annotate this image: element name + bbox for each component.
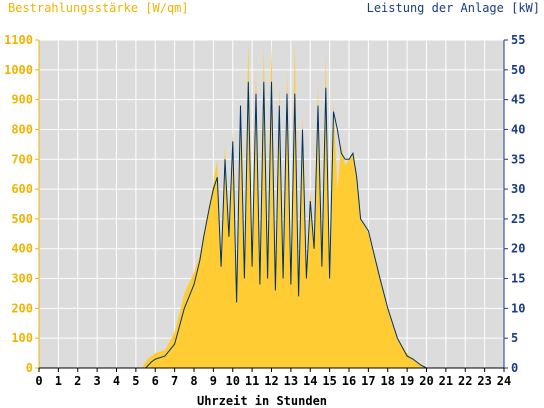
right-tick-label: 45: [511, 93, 525, 107]
left-tick-label: 800: [11, 122, 33, 136]
x-tick-label: 1: [55, 374, 62, 388]
right-tick-label: 30: [511, 182, 525, 196]
x-tick-labels: 0 1 2 3 4 5 6 7 8 9 10 11 12 13 14 15 16 17 18 19 20 21 22 23 24: [35, 368, 511, 388]
series-layer: [39, 40, 504, 369]
x-tick-label: 21: [439, 374, 453, 388]
right-tick-label: 40: [511, 122, 525, 136]
x-tick-label: 18: [381, 374, 395, 388]
left-axis-title: Bestrahlungsstärke [W/qm]: [8, 1, 189, 15]
x-tick-label: 8: [190, 374, 197, 388]
right-tick-label: 55: [511, 33, 525, 47]
x-tick-label: 0: [35, 374, 42, 388]
x-tick-label: 12: [264, 374, 278, 388]
x-tick-label: 13: [284, 374, 298, 388]
x-tick-label: 15: [322, 374, 336, 388]
x-tick-label: 5: [132, 374, 139, 388]
x-tick-label: 4: [113, 374, 120, 388]
right-tick-label: 0: [511, 361, 518, 375]
x-tick-label: 14: [303, 374, 317, 388]
left-tick-label: 400: [11, 242, 33, 256]
x-tick-label: 19: [400, 374, 414, 388]
left-tick-label: 600: [11, 182, 33, 196]
left-tick-label: 500: [11, 212, 33, 226]
x-tick-label: 17: [361, 374, 375, 388]
x-tick-label: 6: [152, 374, 159, 388]
left-tick-labels: 0 100 200 300 400 500 600 700 800 900 1000 1100: [4, 33, 39, 375]
left-tick-label: 100: [11, 331, 33, 345]
x-tick-label: 10: [226, 374, 240, 388]
x-tick-label: 24: [497, 374, 511, 388]
right-tick-label: 50: [511, 63, 525, 77]
irradiance-area: [39, 40, 504, 368]
right-tick-labels: 0 5 10 15 20 25 30 35 40 45 50 55: [504, 33, 525, 375]
right-tick-label: 10: [511, 301, 525, 315]
x-tick-label: 23: [477, 374, 491, 388]
right-tick-label: 20: [511, 242, 525, 256]
right-tick-label: 5: [511, 331, 518, 345]
x-tick-label: 16: [342, 374, 356, 388]
left-tick-label: 200: [11, 301, 33, 315]
x-tick-label: 22: [458, 374, 472, 388]
x-tick-label: 3: [94, 374, 101, 388]
x-tick-label: 7: [171, 374, 178, 388]
right-tick-label: 35: [511, 152, 525, 166]
right-tick-label: 25: [511, 212, 525, 226]
left-tick-label: 300: [11, 272, 33, 286]
left-tick-label: 900: [11, 93, 33, 107]
left-tick-label: 1000: [4, 63, 33, 77]
left-tick-label: 700: [11, 152, 33, 166]
x-tick-label: 9: [210, 374, 217, 388]
left-tick-label: 0: [26, 361, 33, 375]
right-tick-label: 15: [511, 272, 525, 286]
x-tick-label: 11: [245, 374, 259, 388]
x-tick-label: 20: [419, 374, 433, 388]
power-line: [39, 81, 504, 369]
x-tick-label: 2: [74, 374, 81, 388]
right-axis-title: Leistung der Anlage [kW]: [367, 1, 540, 15]
left-tick-label: 1100: [4, 33, 33, 47]
x-axis-label: Uhrzeit in Stunden: [197, 394, 327, 408]
